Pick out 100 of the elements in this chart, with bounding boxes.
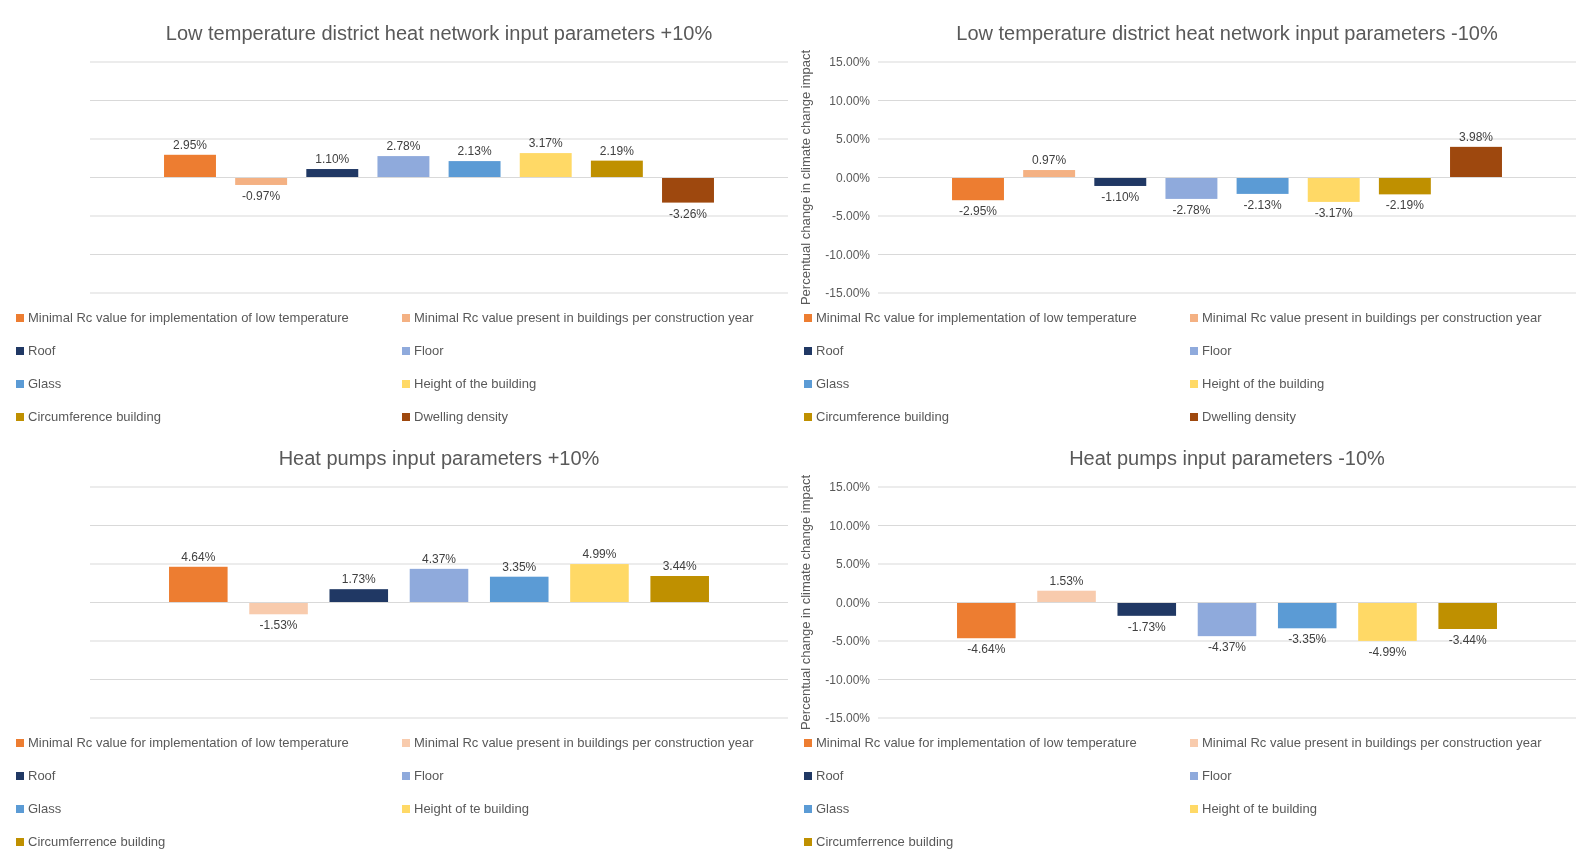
legend-label: Height of the building	[414, 376, 537, 391]
legend-label: Circumference building	[28, 409, 161, 424]
data-label: -1.10%	[1101, 189, 1140, 204]
legend-label: Floor	[1202, 768, 1233, 783]
chart-title: Heat pumps input parameters +10%	[278, 447, 600, 469]
y-tick-label: -15.00%	[825, 286, 871, 300]
bar	[377, 156, 430, 178]
data-label: 0.97%	[1032, 153, 1067, 168]
data-label: 1.10%	[315, 152, 350, 167]
legend-label: Glass	[28, 376, 62, 391]
legend-label: Minimal Rc value present in buildings per construction year	[1202, 310, 1543, 325]
y-tick-label: 0.00%	[835, 170, 871, 185]
legend-label: Dwelling density	[414, 409, 509, 424]
legend-label: Dwelling density	[1202, 409, 1297, 424]
data-label: 2.19%	[599, 143, 635, 158]
data-label: -4.37%	[1207, 640, 1247, 655]
data-label: 4.64%	[181, 549, 216, 564]
chart-title: Low temperature district heat network input parameters -10%	[956, 22, 1498, 44]
y-tick-label: -10.00%	[825, 672, 871, 687]
y-tick-label: 15.00%	[829, 480, 871, 494]
bar	[448, 161, 501, 178]
legend-label: Height of te building	[1202, 801, 1317, 816]
data-label: 2.13%	[457, 144, 492, 159]
bar	[1378, 177, 1431, 195]
y-tick-label: 15.00%	[829, 55, 871, 69]
y-axis-title: Percentual change in climate change impact	[798, 474, 813, 731]
bar	[590, 160, 643, 178]
legend-label: Minimal Rc value for implementation of low temperature	[816, 310, 1137, 325]
y-tick-label: -10.00%	[825, 247, 871, 262]
data-label: 2.78%	[386, 139, 421, 154]
legend-label: Circumferrence building	[28, 834, 166, 849]
legend-label: Minimal Rc value present in buildings per construction year	[414, 735, 755, 750]
y-tick-label: 10.00%	[829, 518, 871, 533]
legend-label: Roof	[28, 768, 56, 783]
legend-label: Floor	[414, 768, 445, 783]
legend-label: Floor	[414, 343, 445, 358]
data-label: 2.95%	[172, 137, 208, 152]
legend-label: Minimal Rc value for implementation of low temperature	[28, 735, 349, 750]
bar	[409, 568, 469, 603]
bar	[1165, 177, 1218, 199]
data-label: 3.98%	[1458, 129, 1494, 144]
bar	[1094, 177, 1147, 186]
data-label: -3.17%	[1314, 205, 1354, 220]
legend-label: Height of the building	[1202, 376, 1325, 391]
legend-label: Floor	[1202, 343, 1233, 358]
y-tick-label: -5.00%	[831, 634, 871, 648]
data-label: 1.53%	[1049, 573, 1084, 588]
legend-label: Minimal Rc value present in buildings per construction year	[414, 310, 755, 325]
legend-label: Minimal Rc value present in buildings per construction year	[1202, 735, 1543, 750]
y-tick-label: 10.00%	[829, 93, 871, 108]
legend-label: Roof	[28, 343, 56, 358]
data-label: -2.95%	[958, 204, 998, 219]
bar	[489, 576, 549, 603]
data-label: -1.53%	[259, 618, 298, 633]
data-label: 3.17%	[528, 136, 564, 151]
y-tick-label: 5.00%	[835, 557, 871, 571]
legend-label: Roof	[816, 768, 844, 783]
data-label: 3.44%	[662, 559, 698, 574]
data-label: 4.37%	[421, 551, 457, 566]
bar	[169, 566, 228, 603]
chart-title: Low temperature district heat network input parameters +10%	[165, 22, 713, 44]
y-tick-label: -15.00%	[825, 711, 871, 725]
data-label: -2.78%	[1172, 202, 1211, 217]
legend-label: Height of te building	[414, 801, 529, 816]
bar	[650, 576, 709, 603]
legend-label: Minimal Rc value for implementation of low temperature	[28, 310, 349, 325]
y-tick-label: 5.00%	[835, 132, 871, 146]
bar	[662, 177, 714, 203]
bar	[952, 177, 1004, 201]
y-tick-label: 0.00%	[835, 595, 871, 610]
bar	[1236, 177, 1289, 194]
legend-label: Minimal Rc value for implementation of low temperature	[816, 735, 1137, 750]
bar	[1450, 146, 1502, 178]
legend-label: Glass	[28, 801, 62, 816]
y-axis-title: Percentual change in climate change impact	[798, 49, 813, 306]
data-label: -3.26%	[668, 206, 708, 221]
data-label: 1.73%	[341, 572, 377, 587]
data-label: -2.19%	[1385, 198, 1425, 213]
bar	[1307, 177, 1360, 202]
bar	[519, 153, 572, 178]
data-label: -2.13%	[1243, 197, 1282, 212]
bar	[1023, 170, 1076, 178]
bar	[235, 177, 288, 185]
bar	[249, 602, 308, 615]
data-label: -4.64%	[967, 642, 1006, 657]
bar	[306, 169, 359, 178]
legend-label: Glass	[816, 376, 850, 391]
legend-label: Circumference building	[816, 409, 949, 424]
data-label: 4.99%	[582, 547, 617, 562]
y-tick-label: -5.00%	[831, 209, 871, 223]
bar	[164, 154, 216, 178]
data-label: -3.35%	[1288, 632, 1327, 647]
legend-label: Glass	[816, 801, 850, 816]
chart-title: Heat pumps input parameters -10%	[1069, 447, 1386, 469]
bar	[570, 564, 629, 603]
legend-label: Circumferrence building	[816, 834, 954, 849]
data-label: -3.44%	[1448, 632, 1488, 647]
legend-label: Roof	[816, 343, 844, 358]
data-label: -0.97%	[242, 188, 281, 203]
data-label: -4.99%	[1368, 644, 1407, 659]
